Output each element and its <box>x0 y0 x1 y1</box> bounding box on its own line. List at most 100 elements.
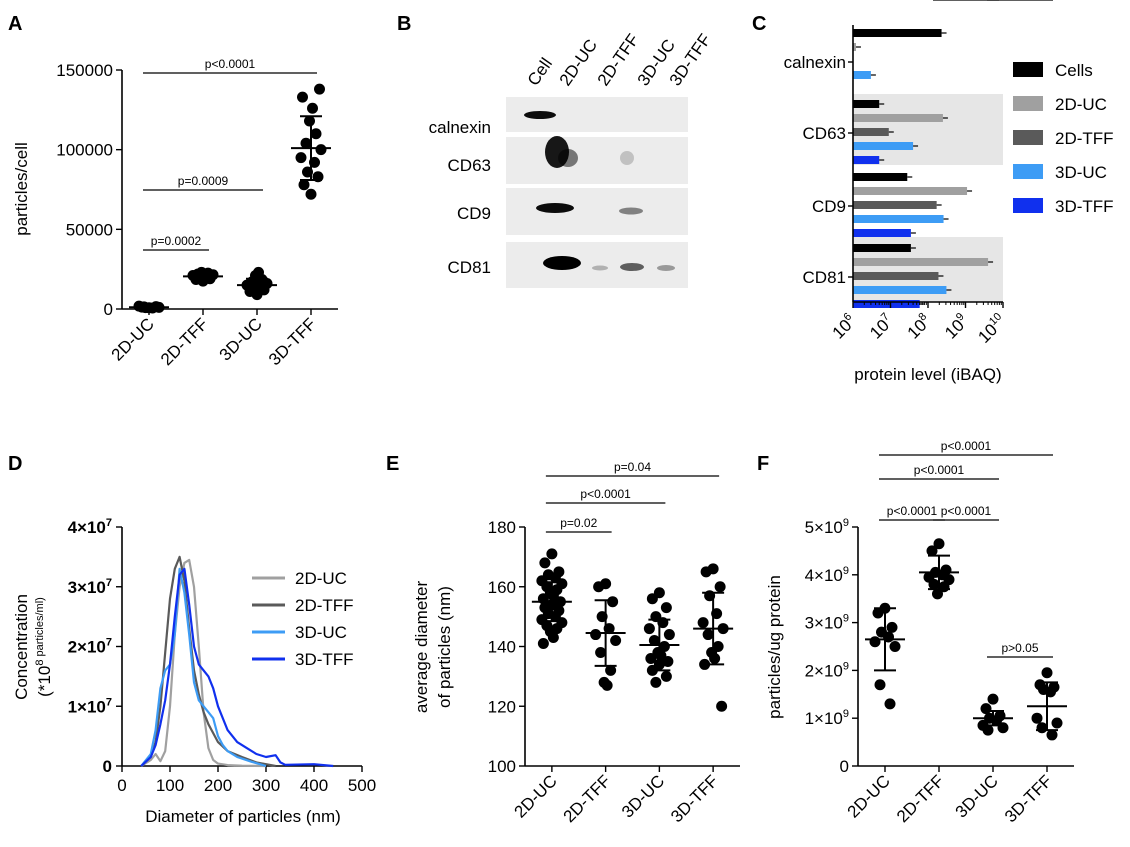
data-point <box>1036 722 1048 734</box>
blot-band <box>620 151 634 165</box>
p-value-label: p<0.0001 <box>887 504 938 518</box>
legend-swatch <box>1013 164 1043 179</box>
x-tick-label: 3D-TFF <box>265 314 320 369</box>
panel-letter-e: E <box>386 453 399 475</box>
blot-strip <box>506 137 688 184</box>
p-value-label: p<0.0001 <box>941 439 992 453</box>
bar-3d-uc <box>853 286 947 294</box>
panel-b-western-blot: Cell 2D-UC2D-TFF3D-UC3D-TFFcalnexinCD63CD… <box>429 30 715 288</box>
x-tick-label: 400 <box>300 776 328 795</box>
y-tick-label: 180 <box>488 518 516 537</box>
y-tick-label: 1×109 <box>805 708 849 728</box>
x-axis-label: protein level (iBAQ) <box>854 365 1001 384</box>
legend-label: 2D-UC <box>295 569 347 588</box>
legend-label: Cells <box>1055 61 1093 80</box>
legend-label: 2D-TFF <box>295 596 354 615</box>
data-point <box>295 152 307 164</box>
bar-2d-uc <box>853 114 943 122</box>
data-point <box>660 602 672 614</box>
data-point <box>980 703 992 715</box>
data-point <box>987 693 999 705</box>
data-point <box>537 638 549 650</box>
bar-2d-tff <box>853 128 889 136</box>
bar-2d-uc <box>853 258 989 266</box>
data-point <box>546 548 558 560</box>
data-point <box>982 724 994 736</box>
panel-d-size-distribution-chart: 0 1×107 2×107 3×107 4×107 0 100 200 300 400 500 2D-… <box>12 517 376 826</box>
series-line-3d-tff <box>140 567 334 768</box>
panel-letter-d: D <box>8 453 22 475</box>
x-tick-label: 3D-TFF <box>1001 771 1056 826</box>
x-tick-label: 3D-UC <box>952 771 1002 821</box>
y-tick-label: 100000 <box>56 141 113 160</box>
data-point <box>1041 667 1053 679</box>
y-tick-label: 160 <box>488 578 516 597</box>
y-axis-label: of particles (nm) <box>435 586 454 708</box>
data-point <box>1046 729 1058 741</box>
data-point <box>700 566 712 578</box>
bar-2d-uc <box>853 43 856 51</box>
blot-band <box>619 207 643 215</box>
data-point <box>595 646 607 658</box>
p-value-label: p=0.04 <box>614 460 651 474</box>
bar-cells <box>853 100 880 108</box>
data-point <box>298 179 310 191</box>
data-point <box>874 679 886 691</box>
data-point <box>547 632 559 644</box>
group-label: CD81 <box>803 268 846 287</box>
data-point <box>926 545 938 557</box>
y-tick-label: 0 <box>840 757 849 776</box>
y-axis-label: particles/ug protein <box>765 575 784 719</box>
data-point <box>997 722 1009 734</box>
y-tick-label: 2×107 <box>68 637 112 657</box>
bar-2d-tff <box>853 272 939 280</box>
data-point <box>643 623 655 635</box>
blot-band <box>620 263 644 271</box>
data-point <box>199 272 210 284</box>
data-point <box>1031 712 1043 724</box>
legend-swatch <box>1013 96 1043 111</box>
y-tick-label: 150000 <box>56 61 113 80</box>
blot-band <box>558 149 578 167</box>
x-tick-label: 2D-TFF <box>157 314 212 369</box>
y-tick-label: 1×107 <box>68 696 112 716</box>
data-point <box>593 581 605 593</box>
blot-row-label: CD9 <box>457 204 491 223</box>
series-line-2d-uc <box>140 558 267 768</box>
data-point <box>648 635 660 647</box>
data-point <box>300 137 312 149</box>
x-tick-label: 3D-UC <box>216 314 266 364</box>
data-point <box>539 557 551 569</box>
data-point <box>314 83 325 95</box>
legend-swatch <box>1013 198 1043 213</box>
data-point <box>310 128 322 140</box>
p-value-label: p=0.0009 <box>178 174 229 188</box>
group-label: CD63 <box>803 124 846 143</box>
x-tick-label: 100 <box>156 776 184 795</box>
x-tick-label: 2D-UC <box>108 314 158 364</box>
bar-3d-uc <box>853 215 944 223</box>
x-tick-label: 1010 <box>974 311 1010 347</box>
panel-letter-b: B <box>397 13 411 35</box>
lane-label: 3D-TFF <box>666 30 715 89</box>
bar-cells <box>853 29 942 37</box>
data-point <box>307 102 318 114</box>
y-tick-label: 4×109 <box>805 565 849 585</box>
data-point <box>932 588 943 600</box>
y-axis-label: average diameter <box>412 581 431 714</box>
data-point <box>716 700 728 712</box>
bar-3d-uc <box>853 142 914 150</box>
y-tick-label: 4×107 <box>68 517 112 537</box>
x-tick-label: 0 <box>117 776 126 795</box>
p-value-label: p<0.0001 <box>914 463 965 477</box>
y-axis-label: Concentration <box>12 594 31 700</box>
x-tick-label: 2D-TFF <box>560 771 615 826</box>
legend-label: 3D-UC <box>1055 163 1107 182</box>
blot-row-label: CD63 <box>448 156 491 175</box>
bar-2d-tff <box>853 201 937 209</box>
blot-strip <box>506 242 688 288</box>
y-tick-label: 50000 <box>66 220 113 239</box>
